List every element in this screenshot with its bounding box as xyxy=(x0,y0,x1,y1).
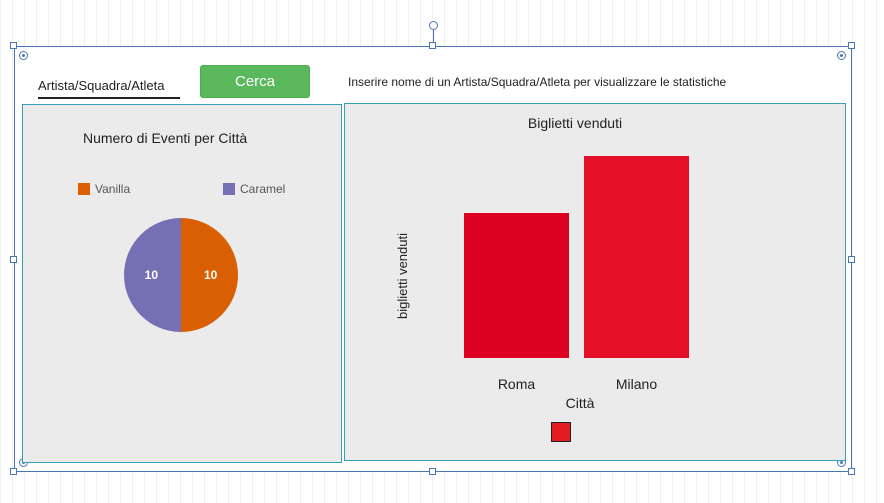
pie-slice-label-caramel: 10 xyxy=(145,268,159,282)
resize-handle-bottom-right[interactable] xyxy=(848,468,855,475)
legend-label-vanilla: Vanilla xyxy=(95,182,131,196)
resize-handle-top-left[interactable] xyxy=(10,42,17,49)
anchor-top-right[interactable] xyxy=(837,51,846,60)
pie-slice-caramel xyxy=(124,218,181,332)
x-tick-label-milano: Milano xyxy=(616,376,657,392)
rotate-connector xyxy=(433,30,434,46)
bar-chart-y-axis-label: biglietti venduti xyxy=(395,233,410,319)
legend-swatch-caramel xyxy=(223,183,235,195)
pie-slice-vanilla xyxy=(181,218,238,332)
resize-handle-bottom-left[interactable] xyxy=(10,468,17,475)
rotate-handle[interactable] xyxy=(429,21,438,30)
bar-chart-legend-swatch xyxy=(551,422,571,442)
search-hint: Inserire nome di un Artista/Squadra/Atle… xyxy=(348,75,727,89)
pie-slice-label-vanilla: 10 xyxy=(204,268,218,282)
resize-handle-top-right[interactable] xyxy=(848,42,855,49)
bar-chart: Biglietti venduti biglietti venduti Roma Mi… xyxy=(395,115,689,442)
bar-chart-title: Biglietti venduti xyxy=(528,115,622,131)
search-input[interactable] xyxy=(38,73,180,99)
legend-item-vanilla: Vanilla xyxy=(78,182,130,196)
search-button[interactable]: Cerca xyxy=(200,65,310,98)
pie-chart-title: Numero di Eventi per Città xyxy=(83,130,248,146)
legend-item-caramel: Caramel xyxy=(223,182,285,196)
legend-label-caramel: Caramel xyxy=(240,182,286,196)
resize-handle-bottom[interactable] xyxy=(429,468,436,475)
x-tick-label-roma: Roma xyxy=(498,376,536,392)
anchor-top-left[interactable] xyxy=(19,51,28,60)
pie-chart: 10 10 xyxy=(124,218,238,332)
bar-chart-x-axis-label: Città xyxy=(566,395,595,411)
resize-handle-right[interactable] xyxy=(848,256,855,263)
resize-handle-left[interactable] xyxy=(10,256,17,263)
bar-roma xyxy=(464,213,569,358)
resize-handle-top[interactable] xyxy=(429,42,436,49)
bar-milano xyxy=(584,156,689,358)
legend-swatch-vanilla xyxy=(78,183,90,195)
